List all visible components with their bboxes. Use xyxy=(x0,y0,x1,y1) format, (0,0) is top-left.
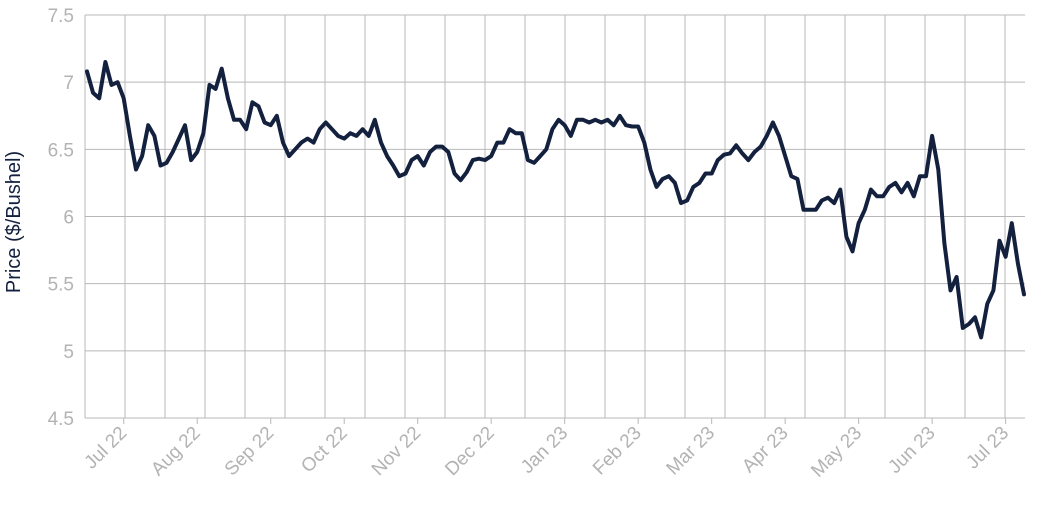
y-tick-label: 4.5 xyxy=(48,409,74,430)
x-tick-label: May 23 xyxy=(807,423,866,482)
x-tick-label: Apr 23 xyxy=(738,423,792,477)
y-tick-label: 5 xyxy=(63,342,74,363)
y-tick-label: 6 xyxy=(63,208,74,229)
price-line xyxy=(85,60,1026,340)
y-axis-label: Price ($/Bushel) xyxy=(3,151,25,293)
x-tick-label: Jul 22 xyxy=(81,423,132,474)
x-tick-label: Aug 22 xyxy=(147,423,204,480)
y-tick-label: 5.5 xyxy=(48,275,74,296)
x-tick-label: Sep 22 xyxy=(221,423,278,480)
x-tick-label: Jun 23 xyxy=(884,423,939,478)
x-tick-label: Feb 23 xyxy=(589,423,646,480)
y-tick-label: 7.5 xyxy=(48,6,74,27)
x-tick-label: Dec 22 xyxy=(441,423,498,480)
y-tick-label: 6.5 xyxy=(48,140,74,161)
y-tick-label: 7 xyxy=(63,73,74,94)
x-tick-label: Mar 23 xyxy=(663,423,720,480)
x-tick-label: Jan 23 xyxy=(517,423,572,478)
x-tick-label: Jul 23 xyxy=(962,423,1013,474)
x-tick-label: Nov 22 xyxy=(368,423,425,480)
x-tick-label: Oct 22 xyxy=(297,423,351,477)
